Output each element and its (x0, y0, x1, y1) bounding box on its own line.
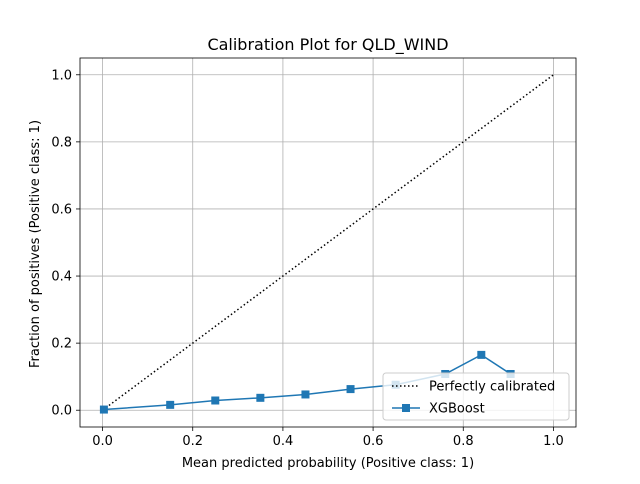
y-tick-label: 0.2 (51, 337, 72, 352)
x-tick-label: 1.0 (543, 434, 564, 449)
x-tick-label: 0.6 (363, 434, 384, 449)
legend: Perfectly calibrated XGBoost (382, 372, 570, 421)
chart-title: Calibration Plot for QLD_WIND (207, 35, 448, 55)
xgboost-point (346, 385, 355, 394)
y-tick-label: 0.4 (51, 270, 72, 285)
perfectly-calibrated-line (102, 74, 554, 411)
legend-box (382, 372, 570, 421)
xgboost-point (166, 400, 175, 409)
y-tick-label: 1.0 (51, 68, 72, 83)
x-axis-label: Mean predicted probability (Positive cla… (182, 456, 474, 471)
xgboost-point (211, 396, 220, 405)
xgboost-point (99, 405, 108, 414)
x-tick-label: 0.8 (453, 434, 474, 449)
xgboost-point (301, 390, 310, 399)
y-tick-label: 0.0 (51, 404, 72, 419)
x-tick-label: 0.2 (182, 434, 203, 449)
y-axis-label: Fraction of positives (Positive class: 1… (28, 120, 43, 368)
y-tick-label: 0.8 (51, 135, 72, 150)
x-tick-label: 0.4 (273, 434, 294, 449)
legend-label-perfectly-calibrated: Perfectly calibrated (429, 380, 555, 395)
legend-marker-xgboost (402, 404, 410, 412)
x-tick-label: 0.0 (92, 434, 113, 449)
axes-frame (79, 57, 577, 428)
xgboost-line (103, 354, 512, 411)
xgboost-point (256, 393, 265, 402)
y-tick-label: 0.6 (51, 202, 72, 217)
xgboost-point (477, 350, 486, 359)
grid-lines (80, 58, 576, 427)
legend-label-xgboost: XGBoost (429, 402, 485, 417)
axis-ticks: 0.0 0.2 0.4 0.6 0.8 1.0 0.0 0.2 0.4 0.6 0.8 1.0 (51, 68, 563, 449)
